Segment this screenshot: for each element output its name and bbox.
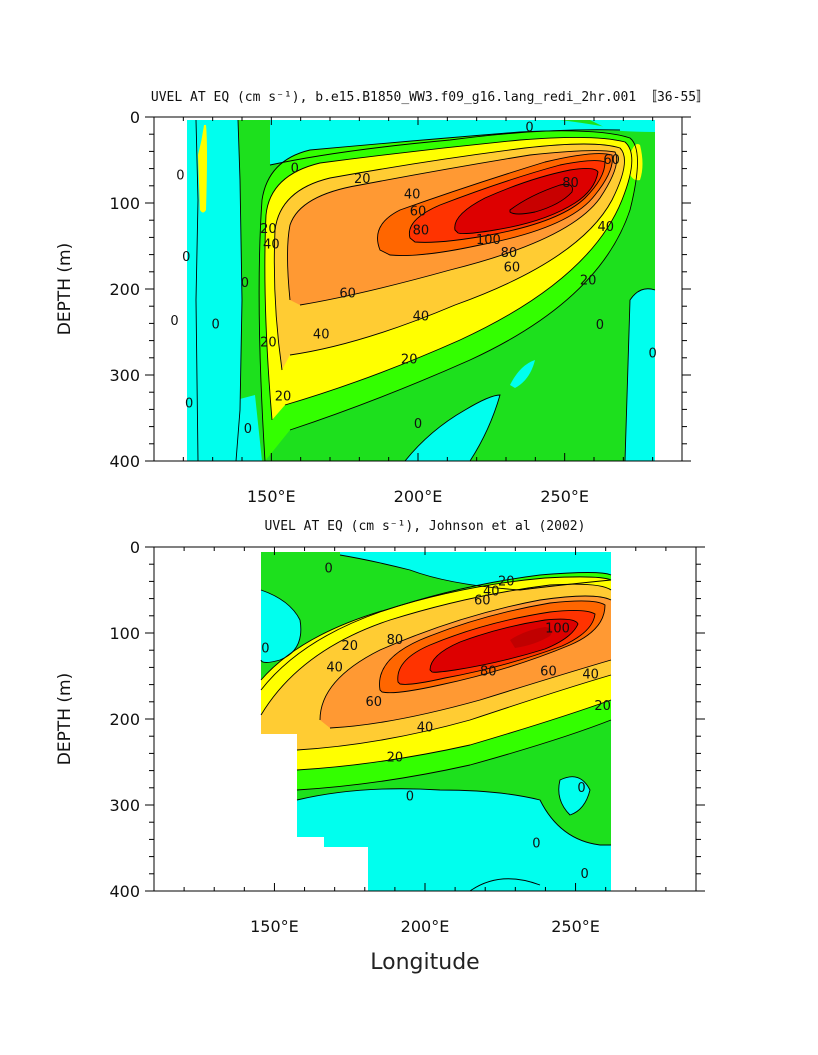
top-ytick-label: 300 xyxy=(109,366,140,385)
bottom-contour-label: 60 xyxy=(366,695,383,710)
top-contour-label: 0 xyxy=(649,347,657,362)
top-contour-label: 0 xyxy=(211,317,219,332)
top-ytick-label: 0 xyxy=(130,108,140,127)
top-xtick-label: 250°E xyxy=(540,487,589,506)
top-xtick-label: 150°E xyxy=(247,487,296,506)
bottom-contour-label: 80 xyxy=(480,665,497,680)
top-contour-label: 20 xyxy=(260,335,277,350)
bottom-ytick-label: 0 xyxy=(130,538,140,557)
bottom-xtick-label: 250°E xyxy=(551,917,600,936)
bottom-ytick-label: 200 xyxy=(109,710,140,729)
top-contour-lines xyxy=(195,120,655,461)
top-contour-label: 80 xyxy=(413,224,430,239)
bottom-contour-label: 0 xyxy=(580,867,588,882)
top-deep-westward xyxy=(405,395,500,461)
top-contour-label: 80 xyxy=(501,246,518,261)
bottom-ytick-label: 400 xyxy=(109,882,140,901)
bottom-contour-label: 0 xyxy=(325,562,333,577)
top-contour-label: 20 xyxy=(580,273,597,288)
bottom-xtick-label: 200°E xyxy=(401,917,450,936)
bottom-contour-label: 0 xyxy=(577,781,585,796)
top-contour-label: 40 xyxy=(597,220,614,235)
top-contour-label: 0 xyxy=(176,168,184,183)
top-contour-label: 0 xyxy=(185,396,193,411)
bottom-contour-label: 40 xyxy=(582,667,599,682)
bottom-contour-label: 0 xyxy=(406,789,414,804)
top-contour-label: 60 xyxy=(504,261,521,276)
bottom-panel-title: UVEL AT EQ (cm s⁻¹), Johnson et al (2002… xyxy=(265,519,586,534)
top-deep-patch xyxy=(510,360,535,388)
top-contour-label: 60 xyxy=(603,153,620,168)
top-contour-label: 0 xyxy=(596,318,604,333)
bottom-ytick-label: 300 xyxy=(109,796,140,815)
top-contour-label: 0 xyxy=(244,422,252,437)
bottom-west-westward xyxy=(261,590,301,663)
bottom-field xyxy=(260,552,612,891)
top-east-jet xyxy=(628,144,643,181)
top-contour-label: 0 xyxy=(525,120,533,135)
bottom-panel: UVEL AT EQ (cm s⁻¹), Johnson et al (2002… xyxy=(55,519,705,975)
bottom-contour-label: 40 xyxy=(326,660,343,675)
top-ytick-label: 400 xyxy=(109,452,140,471)
top-west-jet xyxy=(198,125,207,213)
top-contour-label: 0 xyxy=(170,314,178,329)
bottom-ylabel: DEPTH (m) xyxy=(55,673,75,765)
bottom-contour-label: 20 xyxy=(341,639,358,654)
top-field xyxy=(187,120,655,461)
bottom-contour-label: 60 xyxy=(540,665,557,680)
top-contour-label: 60 xyxy=(339,286,356,301)
top-contour-labels: 0020406080806010080604020604040202040202… xyxy=(170,120,657,437)
top-panel-title: UVEL AT EQ (cm s⁻¹), b.e15.B1850_WW3.f09… xyxy=(151,90,709,105)
top-ytick-label: 200 xyxy=(109,280,140,299)
bottom-contour-lines xyxy=(260,554,612,891)
top-contour-label: 80 xyxy=(562,176,579,191)
top-panel: UVEL AT EQ (cm s⁻¹), b.e15.B1850_WW3.f09… xyxy=(55,90,709,506)
bottom-deep-westward xyxy=(297,788,611,891)
top-ytick-label: 100 xyxy=(109,194,140,213)
top-south-west-patch xyxy=(236,395,262,461)
bottom-core-dark xyxy=(510,627,552,648)
bottom-contour-label: 100 xyxy=(545,622,570,637)
bottom-deep-patch xyxy=(558,776,590,815)
top-contour-label: 20 xyxy=(401,353,418,368)
top-contour-label: 60 xyxy=(410,205,427,220)
bottom-contour-label: 0 xyxy=(261,641,269,656)
bottom-ytick-label: 100 xyxy=(109,624,140,643)
bottom-contour-label: 40 xyxy=(417,721,434,736)
top-ylabel: DEPTH (m) xyxy=(55,243,75,335)
top-contour-label: 0 xyxy=(414,417,422,432)
top-contour-label: 20 xyxy=(275,390,292,405)
bottom-xtick-label: 150°E xyxy=(250,917,299,936)
bottom-contour-label: 20 xyxy=(387,751,404,766)
bottom-contour-label: 20 xyxy=(594,699,611,714)
top-contour-label: 40 xyxy=(313,328,330,343)
top-core-dark xyxy=(510,184,573,214)
bottom-contour-label: 0 xyxy=(532,837,540,852)
top-negative-west-strip xyxy=(189,120,198,461)
top-contour-label: 0 xyxy=(241,276,249,291)
top-xtick-label: 200°E xyxy=(394,487,443,506)
bottom-contour-label: 80 xyxy=(387,633,404,648)
top-contour-label: 0 xyxy=(291,162,299,177)
top-contour-label: 40 xyxy=(404,187,421,202)
bottom-contour-label: 40 xyxy=(483,585,500,600)
top-contour-label: 0 xyxy=(182,250,190,265)
bottom-contour-label: 60 xyxy=(474,593,491,608)
top-deep-east xyxy=(625,288,655,461)
top-contour-label: 40 xyxy=(263,237,280,252)
top-east-surface xyxy=(590,120,655,132)
top-contour-label: 40 xyxy=(413,310,430,325)
top-contour-label: 20 xyxy=(260,222,277,237)
top-contour-label: 100 xyxy=(476,233,501,248)
bottom-xlabel: Longitude xyxy=(370,950,479,975)
bottom-contour-label: 20 xyxy=(498,574,515,589)
top-contour-label: 20 xyxy=(354,172,371,187)
